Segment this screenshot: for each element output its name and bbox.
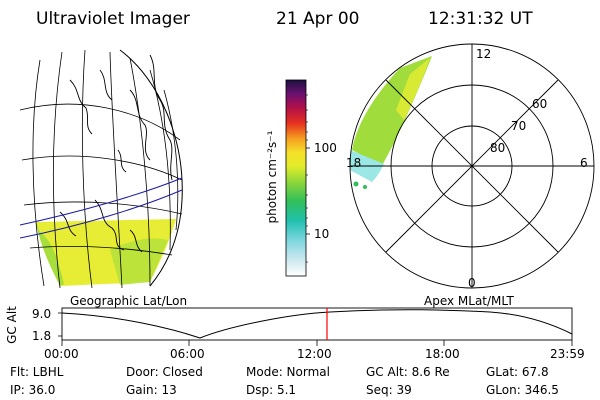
mlt-label-12: 12 bbox=[476, 47, 492, 61]
status-dsp: Dsp: 5.1 bbox=[246, 383, 297, 397]
time-tick-1800: 18:00 bbox=[425, 347, 460, 361]
mlat-label-70: 70 bbox=[511, 119, 527, 133]
instrument-title: Ultraviolet Imager bbox=[36, 9, 190, 29]
geographic-map bbox=[19, 49, 183, 289]
altitude-ytick-9: 9.0 bbox=[32, 307, 52, 321]
status-ip: IP: 36.0 bbox=[10, 383, 56, 397]
status-door: Door: Closed bbox=[126, 365, 203, 379]
status-gc-alt: GC Alt: 8.6 Re bbox=[366, 365, 450, 379]
colorbar bbox=[285, 79, 310, 277]
time-tick-2359: 23:59 bbox=[550, 347, 585, 361]
status-glon: GLon: 346.5 bbox=[486, 383, 559, 397]
polar-map-label: Apex MLat/MLT bbox=[424, 294, 514, 308]
status-gain: Gain: 13 bbox=[126, 383, 177, 397]
time-tick-0000: 00:00 bbox=[44, 347, 79, 361]
mlat-label-80: 80 bbox=[490, 141, 506, 155]
status-glat: GLat: 67.8 bbox=[486, 365, 549, 379]
auroral-emission-green bbox=[110, 238, 168, 285]
status-mode: Mode: Normal bbox=[246, 365, 330, 379]
altitude-ytick-1-8: 1.8 bbox=[32, 329, 52, 343]
time-label: 12:31:32 UT bbox=[428, 9, 533, 29]
mlat-label-60: 60 bbox=[532, 97, 548, 111]
mlt-label-6: 6 bbox=[580, 156, 588, 170]
altitude-ylabel: GC Alt bbox=[5, 306, 19, 344]
time-tick-0600: 06:00 bbox=[170, 347, 205, 361]
status-seq: Seq: 39 bbox=[366, 383, 412, 397]
mlt-label-0: 0 bbox=[468, 276, 476, 290]
auroral-spot bbox=[363, 185, 367, 189]
date-label: 21 Apr 00 bbox=[276, 9, 360, 29]
altitude-curve bbox=[61, 309, 573, 339]
colorbar-axis-label: photon cm⁻²s⁻¹ bbox=[265, 130, 279, 224]
mlt-label-18: 18 bbox=[346, 156, 362, 170]
earth-limb bbox=[119, 49, 183, 287]
status-filter: Flt: LBHL bbox=[10, 365, 64, 379]
meridian-lines bbox=[32, 49, 179, 289]
time-tick-1200: 12:00 bbox=[297, 347, 332, 361]
auroral-emission-green-left bbox=[36, 222, 64, 286]
colorbar-tick-10: 10 bbox=[314, 227, 330, 241]
geographic-map-label: Geographic Lat/Lon bbox=[70, 294, 188, 308]
auroral-spot bbox=[353, 181, 359, 187]
auroral-emission-polar-yellow bbox=[396, 58, 430, 120]
altitude-plot bbox=[58, 307, 573, 346]
polar-map bbox=[349, 43, 595, 289]
orbit-track bbox=[19, 177, 183, 239]
colorbar-tick-100: 100 bbox=[314, 141, 337, 155]
coastlines bbox=[59, 54, 173, 253]
